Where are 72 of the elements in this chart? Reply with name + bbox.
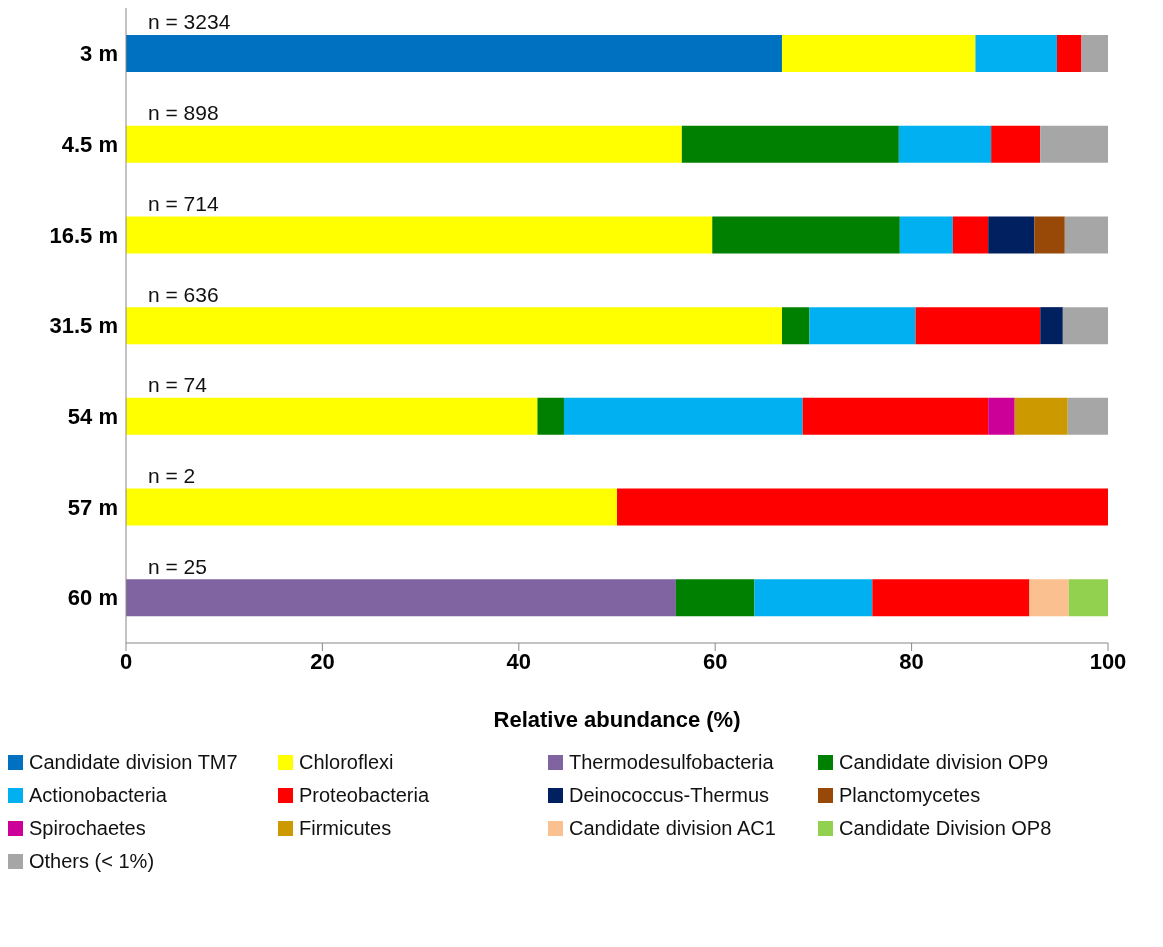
x-tick-label: 0 <box>119 648 133 674</box>
annotation: n = 74 <box>148 373 208 397</box>
bar <box>1056 35 1082 72</box>
bar <box>872 579 1030 617</box>
annotation: n = 714 <box>148 191 219 215</box>
legend-label: Candidate division OP9 <box>839 751 1049 774</box>
y-tick-label: 3 m <box>80 41 118 67</box>
bar <box>988 397 1015 435</box>
bar <box>617 488 1108 526</box>
bar <box>802 397 989 435</box>
bar <box>675 579 755 617</box>
bar <box>991 125 1041 163</box>
bar <box>781 35 976 72</box>
bar <box>754 579 873 617</box>
y-tick-label: 4.5 m <box>61 131 118 157</box>
legend-label: Firmicutes <box>299 817 392 840</box>
legend-label: Spirochaetes <box>29 817 146 840</box>
legend-label: Candidate division TM7 <box>29 751 238 774</box>
bar <box>899 216 953 254</box>
y-tick-label: 57 m <box>67 494 118 520</box>
x-tick-label: 20 <box>310 648 335 674</box>
x-tick-label: 80 <box>899 648 924 674</box>
legend-label: Planctomycetes <box>839 784 981 807</box>
bar <box>1067 397 1108 435</box>
annotation: n = 25 <box>148 554 207 578</box>
bar <box>126 125 682 163</box>
bar <box>1081 35 1108 72</box>
bar <box>898 125 992 163</box>
bar <box>1040 125 1108 163</box>
bar <box>681 125 899 163</box>
legend-label: Others (< 1%) <box>29 850 155 873</box>
x-tick-label: 100 <box>1089 648 1127 674</box>
bar <box>1064 216 1108 254</box>
legend-label: Proteobacteria <box>299 784 430 807</box>
x-tick-label: 60 <box>702 648 728 674</box>
y-tick-label: 60 m <box>67 585 118 611</box>
legend-label: Candidate Division OP8 <box>839 817 1052 840</box>
legend-label: Deinococcus-Thermus <box>569 784 770 807</box>
bar <box>126 397 538 435</box>
annotation: n = 898 <box>148 101 219 125</box>
y-tick-label: 31.5 m <box>49 313 118 339</box>
bar <box>1068 579 1108 617</box>
bar <box>1040 307 1063 345</box>
bar <box>781 307 810 345</box>
bar <box>537 397 564 435</box>
bar <box>126 579 676 617</box>
annotation: n = 636 <box>148 282 219 306</box>
x-tick-label: 40 <box>506 648 532 674</box>
annotation: n = 2 <box>148 463 196 487</box>
y-tick-label: 16.5 m <box>49 222 118 248</box>
x-axis-title: Relative abundance (%) <box>493 706 741 732</box>
bar <box>975 35 1057 72</box>
bar <box>1029 579 1069 617</box>
legend-label: Chloroflexi <box>299 751 394 774</box>
bar <box>126 307 782 345</box>
bar <box>809 307 916 345</box>
bar <box>952 216 989 254</box>
annotation: n = 3234 <box>148 10 231 34</box>
bar <box>1034 216 1065 254</box>
bar <box>1014 397 1068 435</box>
bar <box>712 216 900 254</box>
bar <box>1062 307 1108 345</box>
bar <box>915 307 1041 345</box>
bar <box>126 35 782 72</box>
bar <box>126 216 713 254</box>
bar <box>988 216 1035 254</box>
legend-label: Thermodesulfobacteria <box>569 751 774 774</box>
y-tick-label: 54 m <box>67 404 118 430</box>
legend-label: Actionobacteria <box>29 784 167 807</box>
bar <box>126 488 617 526</box>
bar <box>563 397 803 435</box>
legend-label: Candidate division AC1 <box>569 817 776 840</box>
